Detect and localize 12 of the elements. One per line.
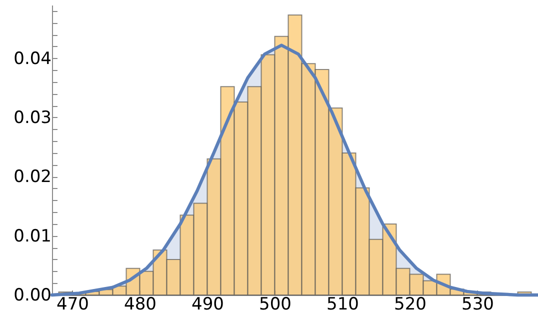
y-tick-label: 0.04 [14,48,52,69]
x-tick-label: 490 [192,294,224,314]
y-tick-label: 0.00 [14,286,52,306]
x-tick-label: 480 [124,294,156,314]
x-tick-label: 530 [462,294,494,314]
y-tick-label: 0.02 [14,167,52,188]
x-tick-label: 510 [326,294,359,314]
x-tick-label: 470 [56,294,89,314]
y-tick-label: 0.03 [14,108,52,128]
x-tick-label: 520 [394,294,426,314]
x-tick-label: 500 [259,294,292,314]
y-tick-label: 0.01 [14,226,52,246]
